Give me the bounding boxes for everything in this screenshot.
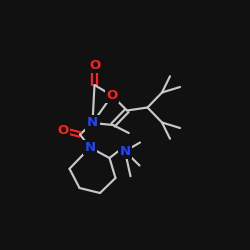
Text: O: O xyxy=(89,59,100,72)
Text: N: N xyxy=(87,116,98,130)
Text: O: O xyxy=(57,124,68,136)
Text: O: O xyxy=(106,89,118,102)
Text: N: N xyxy=(84,141,96,154)
Text: N: N xyxy=(120,145,130,158)
